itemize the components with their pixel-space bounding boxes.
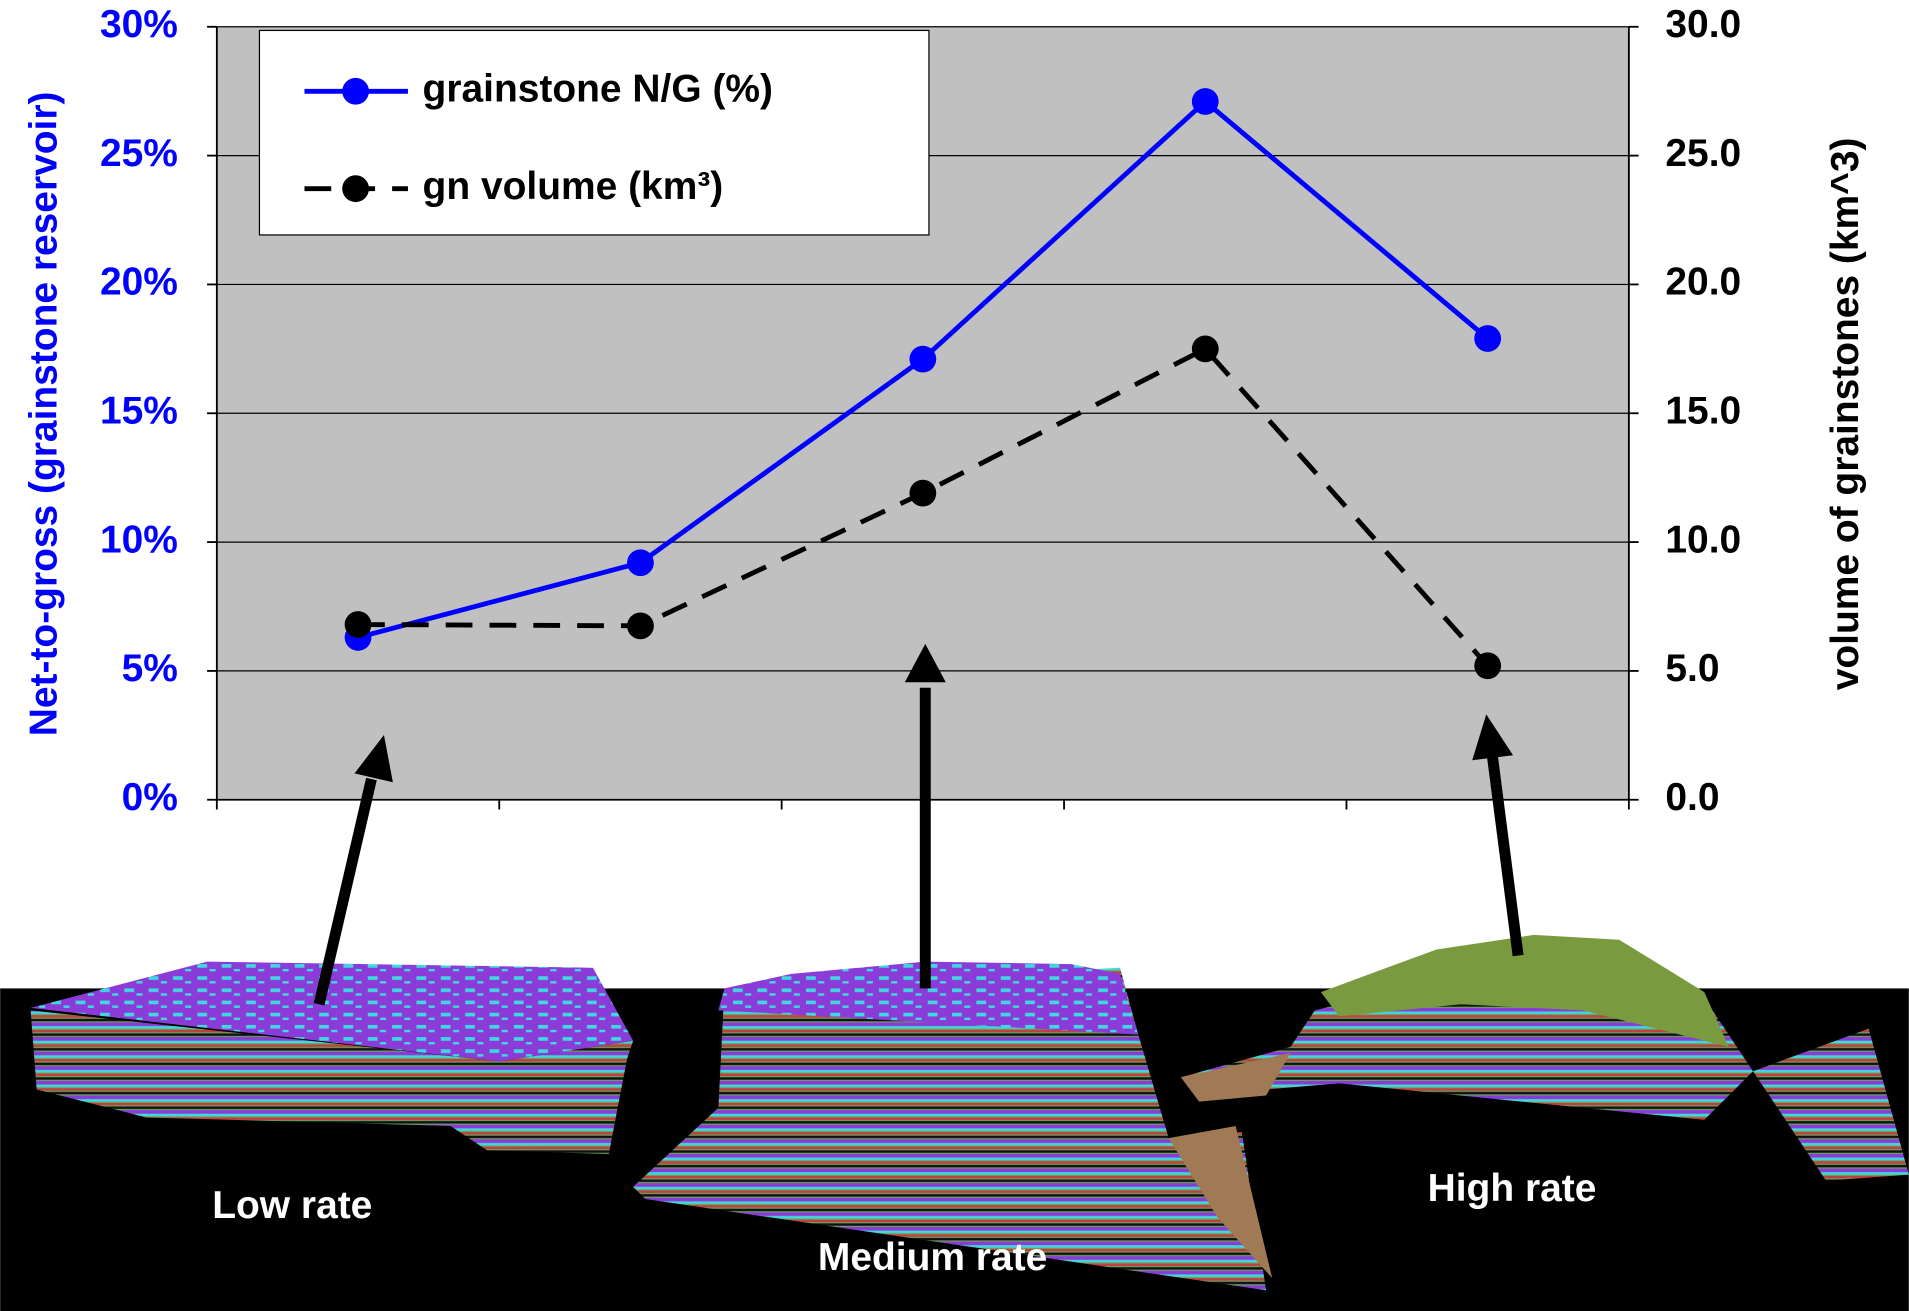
- data-point: [1192, 88, 1219, 115]
- data-point: [909, 480, 936, 507]
- legend-marker: [342, 78, 369, 105]
- data-point: [1474, 652, 1501, 679]
- y2-tick-label: 5.0: [1665, 647, 1719, 690]
- y2-tick-label: 25.0: [1665, 132, 1741, 175]
- data-point: [909, 346, 936, 373]
- annotation: High rate: [1428, 1167, 1597, 1210]
- y-tick-label: 0%: [122, 776, 178, 819]
- annotation: Medium rate: [818, 1236, 1047, 1279]
- y2-axis-title: volume of grainstones (km^3): [1824, 137, 1867, 690]
- data-point: [345, 611, 372, 638]
- y-axis-title: Net-to-gross (grainstone reservoir): [23, 91, 66, 736]
- y2-tick-label: 15.0: [1665, 390, 1741, 433]
- y2-tick-label: 20.0: [1665, 261, 1741, 304]
- legend-label: gn volume (km³): [423, 165, 724, 208]
- data-point: [1192, 335, 1219, 362]
- y-tick-label: 15%: [100, 390, 178, 433]
- legend-marker: [342, 175, 369, 202]
- data-point: [627, 612, 654, 639]
- y-tick-label: 20%: [100, 261, 178, 304]
- y2-tick-label: 30.0: [1665, 3, 1741, 46]
- annotation: Low rate: [212, 1184, 372, 1227]
- legend-label: grainstone N/G (%): [423, 68, 773, 111]
- chart: Net-to-gross (grainstone reservoir) volu…: [0, 0, 1909, 1311]
- y-tick-label: 25%: [100, 132, 178, 175]
- y-tick-label: 5%: [122, 647, 178, 690]
- y2-tick-label: 10.0: [1665, 518, 1741, 561]
- y2-tick-label: 0.0: [1665, 776, 1719, 819]
- y-tick-label: 30%: [100, 3, 178, 46]
- y-tick-label: 10%: [100, 518, 178, 561]
- data-point: [627, 549, 654, 576]
- data-point: [1474, 325, 1501, 352]
